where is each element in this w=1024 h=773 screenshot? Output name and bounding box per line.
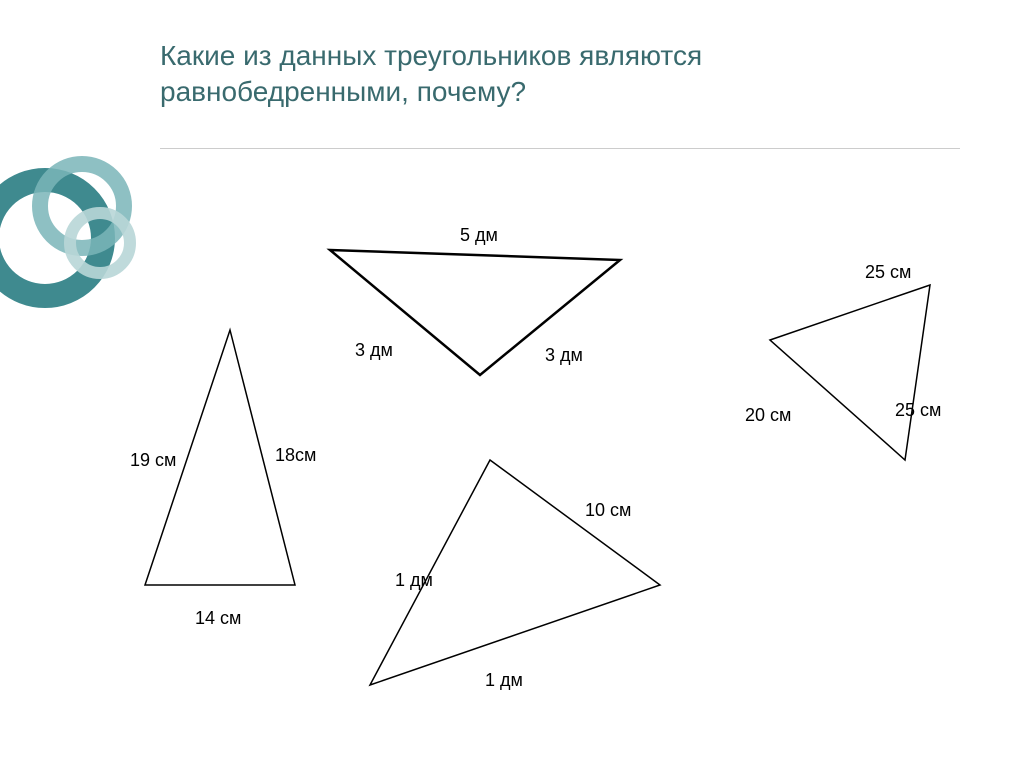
label-right-25cm-bottom: 25 см: [895, 400, 941, 421]
label-left-14cm: 14 см: [195, 608, 241, 629]
diagram-area: 5 дм 3 дм 3 дм 19 см 18см 14 см 25 см 20…: [0, 200, 1024, 768]
label-top-5dm: 5 дм: [460, 225, 498, 246]
title-divider: [160, 148, 960, 149]
label-left-18cm: 18см: [275, 445, 316, 466]
label-right-20cm: 20 см: [745, 405, 791, 426]
label-top-3dm-right: 3 дм: [545, 345, 583, 366]
label-top-3dm-left: 3 дм: [355, 340, 393, 361]
triangle-right: [770, 285, 930, 460]
label-bottom-10cm: 10 см: [585, 500, 631, 521]
label-right-25cm-top: 25 см: [865, 262, 911, 283]
label-left-19cm: 19 см: [130, 450, 176, 471]
label-bottom-1dm-left: 1 дм: [395, 570, 433, 591]
title-line-1: Какие из данных треугольников являются: [160, 40, 702, 71]
page-title: Какие из данных треугольников являются р…: [160, 38, 702, 111]
label-bottom-1dm-bottom: 1 дм: [485, 670, 523, 691]
title-line-2: равнобедренными, почему?: [160, 76, 526, 107]
